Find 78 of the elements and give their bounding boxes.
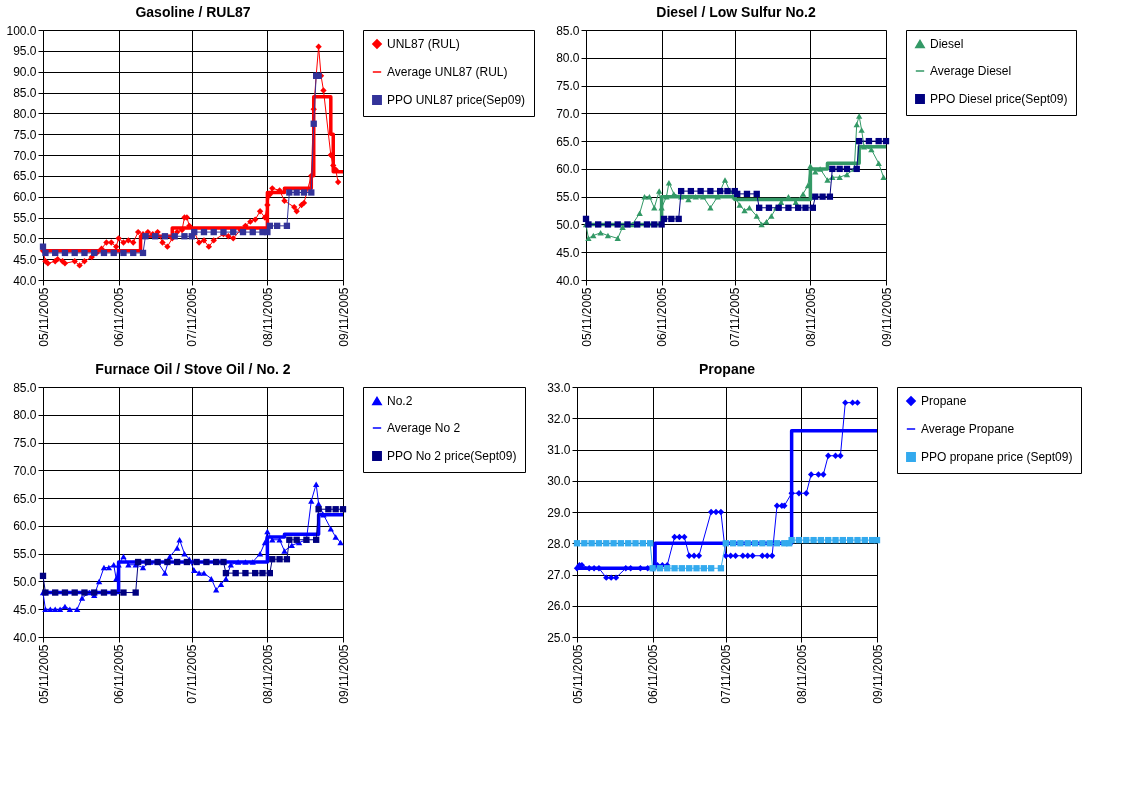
legend-label: PPO propane price (Sept09) bbox=[921, 450, 1073, 464]
y-tick-label: 27.0 bbox=[547, 568, 571, 582]
x-tick-label: 09/11/2005 bbox=[879, 287, 894, 347]
x-tick-label: 07/11/2005 bbox=[719, 644, 734, 704]
x-tick-label: 08/11/2005 bbox=[794, 644, 809, 704]
y-tick-label: 33.0 bbox=[547, 380, 571, 395]
y-tick-label: 25.0 bbox=[547, 630, 571, 645]
legend-label: Average Propane bbox=[921, 422, 1015, 436]
y-tick-label: 85.0 bbox=[556, 23, 580, 38]
legend-label: Diesel bbox=[930, 37, 964, 51]
legend-label: UNL87 (RUL) bbox=[387, 37, 460, 51]
y-tick-label: 65.0 bbox=[13, 491, 37, 506]
y-tick-label: 65.0 bbox=[556, 134, 580, 149]
chart-title: Furnace Oil / Stove Oil / No. 2 bbox=[95, 361, 291, 377]
y-tick-label: 40.0 bbox=[13, 630, 37, 645]
y-tick-label: 75.0 bbox=[13, 127, 37, 142]
x-tick-label: 09/11/2005 bbox=[870, 644, 885, 704]
y-tick-label: 70.0 bbox=[13, 463, 37, 478]
y-tick-label: 50.0 bbox=[556, 217, 580, 232]
y-tick-label: 80.0 bbox=[556, 51, 580, 66]
y-tick-label: 60.0 bbox=[13, 519, 37, 534]
y-tick-label: 80.0 bbox=[13, 408, 37, 423]
y-tick-label: 32.0 bbox=[547, 411, 571, 426]
x-tick-label: 08/11/2005 bbox=[803, 287, 818, 347]
y-tick-label: 45.0 bbox=[13, 602, 37, 617]
legend-label: Average Diesel bbox=[930, 64, 1012, 78]
x-tick-label: 05/11/2005 bbox=[570, 644, 585, 704]
x-tick-label: 05/11/2005 bbox=[36, 287, 51, 347]
y-tick-label: 55.0 bbox=[13, 547, 37, 562]
x-tick-label: 07/11/2005 bbox=[185, 287, 200, 347]
x-tick-label: 07/11/2005 bbox=[728, 287, 743, 347]
y-tick-label: 85.0 bbox=[13, 86, 37, 100]
y-tick-label: 55.0 bbox=[556, 190, 580, 205]
y-tick-label: 75.0 bbox=[556, 79, 580, 94]
legend-label: No.2 bbox=[387, 394, 413, 408]
y-tick-label: 65.0 bbox=[13, 169, 37, 184]
chart-title: Propane bbox=[698, 361, 756, 377]
legend-label: PPO UNL87 price(Sep09) bbox=[387, 93, 526, 107]
legend-label: Average UNL87 (RUL) bbox=[387, 65, 508, 79]
x-tick-label: 06/11/2005 bbox=[112, 287, 127, 347]
x-tick-label: 05/11/2005 bbox=[579, 287, 594, 347]
x-tick-label: 06/11/2005 bbox=[646, 644, 661, 704]
y-tick-label: 50.0 bbox=[13, 231, 37, 246]
y-tick-label: 29.0 bbox=[547, 505, 571, 520]
y-tick-label: 80.0 bbox=[13, 106, 37, 121]
y-tick-label: 45.0 bbox=[556, 245, 580, 260]
x-tick-label: 08/11/2005 bbox=[260, 644, 275, 704]
x-tick-label: 06/11/2005 bbox=[112, 644, 127, 704]
y-tick-label: 90.0 bbox=[13, 65, 37, 80]
legend-label: PPO No 2 price(Sept09) bbox=[387, 449, 517, 463]
x-tick-label: 06/11/2005 bbox=[655, 287, 670, 347]
y-tick-label: 60.0 bbox=[556, 162, 580, 177]
y-tick-label: 50.0 bbox=[13, 574, 37, 589]
y-tick-label: 75.0 bbox=[13, 436, 37, 451]
y-tick-label: 40.0 bbox=[556, 273, 580, 288]
x-tick-label: 07/11/2005 bbox=[185, 644, 200, 704]
legend-label: Propane bbox=[921, 394, 967, 408]
y-tick-label: 100.0 bbox=[6, 23, 37, 38]
y-tick-label: 31.0 bbox=[547, 443, 571, 457]
y-tick-label: 85.0 bbox=[13, 380, 37, 395]
y-tick-label: 45.0 bbox=[13, 252, 37, 267]
chart-title: Diesel / Low Sulfur No.2 bbox=[656, 4, 816, 20]
x-tick-label: 09/11/2005 bbox=[336, 644, 351, 704]
x-tick-label: 08/11/2005 bbox=[260, 287, 275, 347]
y-tick-label: 60.0 bbox=[13, 190, 37, 205]
legend-label: PPO Diesel price(Sept09) bbox=[930, 92, 1068, 106]
x-tick-label: 05/11/2005 bbox=[36, 644, 51, 704]
y-tick-label: 55.0 bbox=[13, 211, 37, 225]
y-tick-label: 95.0 bbox=[13, 44, 37, 59]
legend-label: Average No 2 bbox=[387, 421, 461, 435]
chart-title: Gasoline / RUL87 bbox=[135, 4, 251, 20]
y-tick-label: 30.0 bbox=[547, 474, 571, 489]
y-tick-label: 28.0 bbox=[547, 536, 571, 551]
y-tick-label: 70.0 bbox=[556, 106, 580, 121]
y-tick-label: 26.0 bbox=[547, 599, 571, 614]
y-tick-label: 70.0 bbox=[13, 148, 37, 163]
y-tick-label: 40.0 bbox=[13, 273, 37, 288]
x-tick-label: 09/11/2005 bbox=[336, 287, 351, 347]
